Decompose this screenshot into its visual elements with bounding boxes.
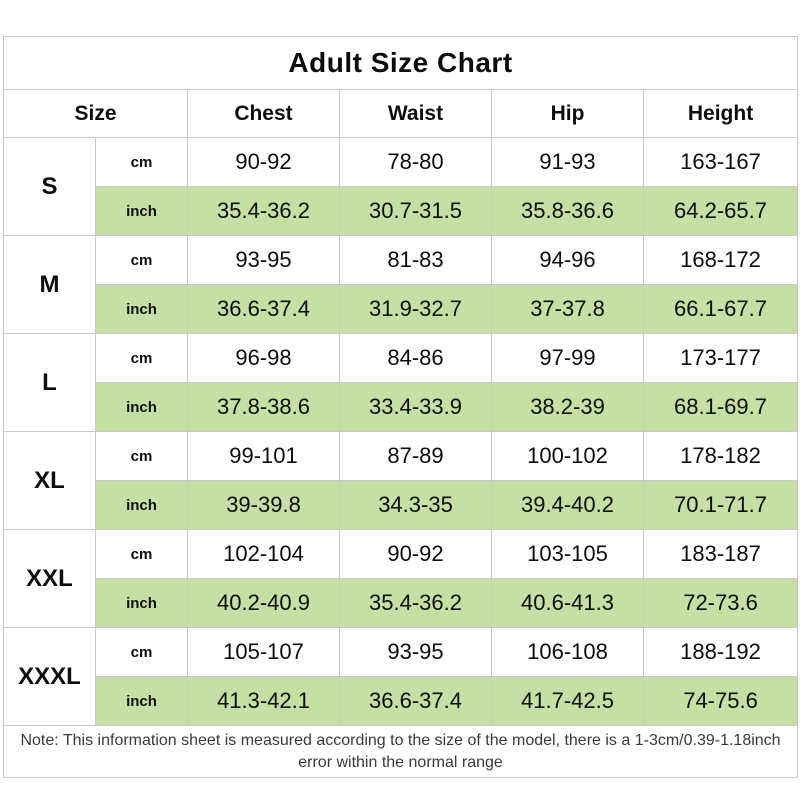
unit-label-cm: cm	[95, 529, 188, 579]
measurement-value: 93-95	[339, 627, 492, 677]
size-row-inch: inch 41.3-42.1 36.6-37.4 41.7-42.5 74-75.6	[4, 676, 799, 726]
size-row-inch: inch 39-39.8 34.3-35 39.4-40.2 70.1-71.7	[4, 480, 799, 530]
measurement-value: 163-167	[642, 137, 799, 187]
measurement-value: 66.1-67.7	[642, 284, 799, 334]
measurement-value: 36.6-37.4	[339, 676, 492, 726]
size-row-cm: XXXL cm 105-107 93-95 106-108 188-192	[3, 627, 799, 726]
chart-title: Adult Size Chart	[2, 36, 799, 90]
measurement-value: 93-95	[187, 235, 340, 285]
measurement-value: 39.4-40.2	[491, 480, 644, 530]
measurement-value: 37-37.8	[491, 284, 644, 334]
unit-label-inch: inch	[95, 382, 188, 432]
measurement-value: 106-108	[491, 627, 644, 677]
column-header-hip: Hip	[491, 89, 644, 138]
size-row-inch: inch 37.8-38.6 33.4-33.9 38.2-39 68.1-69.7	[4, 382, 799, 432]
measurement-value: 74-75.6	[642, 676, 799, 726]
size-row-inch: inch 40.2-40.9 35.4-36.2 40.6-41.3 72-73.6	[4, 578, 799, 628]
column-header-height: Height	[642, 89, 799, 138]
size-row-inch: inch 36.6-37.4 31.9-32.7 37-37.8 66.1-67.7	[4, 284, 799, 334]
title-row: Adult Size Chart	[2, 36, 799, 90]
measurement-value: 168-172	[642, 235, 799, 285]
column-header-size: Size	[3, 89, 188, 138]
measurement-value: 38.2-39	[491, 382, 644, 432]
size-label: XXXL	[3, 627, 96, 726]
size-label: M	[3, 235, 96, 334]
measurement-value: 99-101	[187, 431, 340, 481]
unit-label-cm: cm	[95, 137, 188, 187]
size-label: XXL	[3, 529, 96, 628]
size-label: XL	[3, 431, 96, 530]
measurement-value: 90-92	[339, 529, 492, 579]
size-row-inch: inch 35.4-36.2 30.7-31.5 35.8-36.6 64.2-65.7	[4, 186, 799, 236]
measurement-value: 31.9-32.7	[339, 284, 492, 334]
header-row: Size Chest Waist Hip Height	[3, 89, 799, 138]
measurement-value: 68.1-69.7	[642, 382, 799, 432]
note-row: Note: This information sheet is measured…	[2, 725, 799, 778]
measurement-value: 70.1-71.7	[642, 480, 799, 530]
measurement-value: 35.4-36.2	[187, 186, 340, 236]
measurement-value: 78-80	[339, 137, 492, 187]
measurement-value: 178-182	[642, 431, 799, 481]
unit-label-cm: cm	[95, 627, 188, 677]
unit-label-cm: cm	[95, 431, 188, 481]
measurement-value: 36.6-37.4	[187, 284, 340, 334]
column-header-chest: Chest	[187, 89, 340, 138]
measurement-value: 81-83	[339, 235, 492, 285]
unit-label-cm: cm	[95, 333, 188, 383]
unit-label-cm: cm	[95, 235, 188, 285]
size-label: S	[3, 137, 96, 236]
measurement-value: 103-105	[491, 529, 644, 579]
measurement-value: 102-104	[187, 529, 340, 579]
measurement-value: 105-107	[187, 627, 340, 677]
measurement-value: 72-73.6	[642, 578, 799, 628]
measurement-value: 96-98	[187, 333, 340, 383]
measurement-value: 183-187	[642, 529, 799, 579]
measurement-value: 35.4-36.2	[339, 578, 492, 628]
size-chart-table: Adult Size Chart Size Chest Waist Hip He…	[2, 36, 799, 778]
note-text: Note: This information sheet is measured…	[2, 725, 799, 778]
unit-label-inch: inch	[95, 284, 188, 334]
unit-label-inch: inch	[95, 578, 188, 628]
measurement-value: 64.2-65.7	[642, 186, 799, 236]
measurement-value: 90-92	[187, 137, 340, 187]
measurement-value: 91-93	[491, 137, 644, 187]
size-row-cm: XL cm 99-101 87-89 100-102 178-182	[3, 431, 799, 530]
measurement-value: 39-39.8	[187, 480, 340, 530]
measurement-value: 41.3-42.1	[187, 676, 340, 726]
size-chart-sheet: Adult Size Chart Size Chest Waist Hip He…	[2, 36, 799, 778]
measurement-value: 40.6-41.3	[491, 578, 644, 628]
unit-label-inch: inch	[95, 676, 188, 726]
unit-label-inch: inch	[95, 480, 188, 530]
measurement-value: 41.7-42.5	[491, 676, 644, 726]
unit-label-inch: inch	[95, 186, 188, 236]
size-label: L	[3, 333, 96, 432]
measurement-value: 94-96	[491, 235, 644, 285]
measurement-value: 100-102	[491, 431, 644, 481]
measurement-value: 188-192	[642, 627, 799, 677]
column-header-waist: Waist	[339, 89, 492, 138]
measurement-value: 173-177	[642, 333, 799, 383]
measurement-value: 84-86	[339, 333, 492, 383]
measurement-value: 37.8-38.6	[187, 382, 340, 432]
measurement-value: 87-89	[339, 431, 492, 481]
measurement-value: 35.8-36.6	[491, 186, 644, 236]
measurement-value: 30.7-31.5	[339, 186, 492, 236]
measurement-value: 34.3-35	[339, 480, 492, 530]
measurement-value: 33.4-33.9	[339, 382, 492, 432]
measurement-value: 97-99	[491, 333, 644, 383]
size-row-cm: XXL cm 102-104 90-92 103-105 183-187	[3, 529, 799, 628]
measurement-value: 40.2-40.9	[187, 578, 340, 628]
